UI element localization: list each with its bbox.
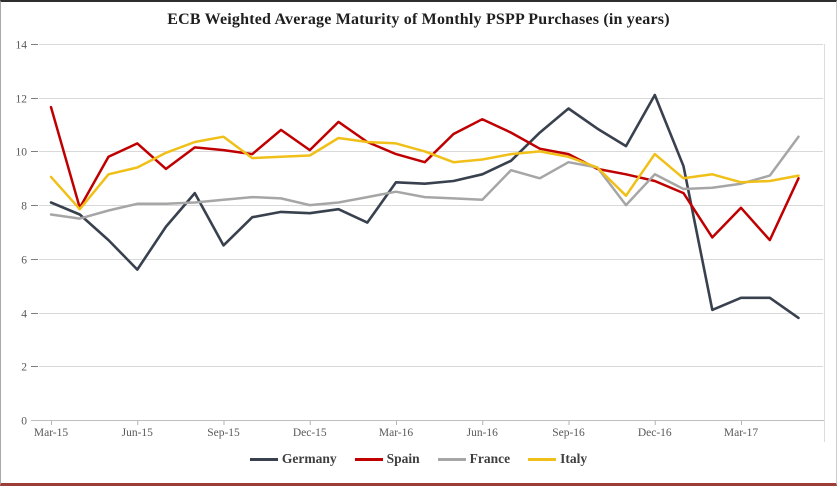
x-tick-label: Jun-15 <box>122 427 154 439</box>
legend-swatch-france <box>437 457 466 461</box>
legend-swatch-italy <box>528 457 557 461</box>
legend-label-germany: Germany <box>281 451 337 466</box>
series-line-germany <box>49 93 800 320</box>
x-tick-label: Sep-15 <box>207 427 240 439</box>
y-tick-label: 6 <box>21 255 27 267</box>
chart-title: ECB Weighted Average Maturity of Monthly… <box>167 11 670 28</box>
y-tick-label: 8 <box>21 201 27 213</box>
series-line-france <box>49 135 800 220</box>
legend-item-germany: Germany <box>249 451 337 467</box>
x-tick-label: Jun-16 <box>467 427 499 439</box>
y-tick-label: 0 <box>21 416 27 428</box>
y-tick-label: 2 <box>21 362 27 374</box>
x-tick-label: Mar-15 <box>34 427 69 439</box>
legend-swatch-spain <box>354 457 383 461</box>
legend-swatch-germany <box>249 457 278 461</box>
legend-item-france: France <box>437 451 511 467</box>
series-line-italy <box>49 135 800 211</box>
y-tick-label: 4 <box>21 309 27 321</box>
x-tick-label: Mar-17 <box>724 427 759 439</box>
x-tick-label: Dec-15 <box>293 427 327 439</box>
legend-item-italy: Italy <box>528 451 587 467</box>
series-line-spain <box>49 105 800 242</box>
legend-item-spain: Spain <box>354 451 420 467</box>
legend-label-france: France <box>469 451 511 466</box>
x-tick-label: Mar-16 <box>379 427 414 439</box>
legend-label-italy: Italy <box>560 451 588 466</box>
chart-legend: Germany Spain France Italy <box>1 451 836 467</box>
legend-label-spain: Spain <box>386 451 420 466</box>
x-tick-label: Dec-16 <box>638 427 672 439</box>
y-tick-label: 12 <box>16 94 28 106</box>
plot-area: 0 2 4 6 8 10 12 14 Mar-15 Jun-15 Sep-15 Dec-15 Mar-1… <box>16 40 825 442</box>
y-tick-label: 14 <box>16 40 28 52</box>
x-tick-label: Sep-16 <box>552 427 585 439</box>
y-tick-label: 10 <box>16 147 28 159</box>
